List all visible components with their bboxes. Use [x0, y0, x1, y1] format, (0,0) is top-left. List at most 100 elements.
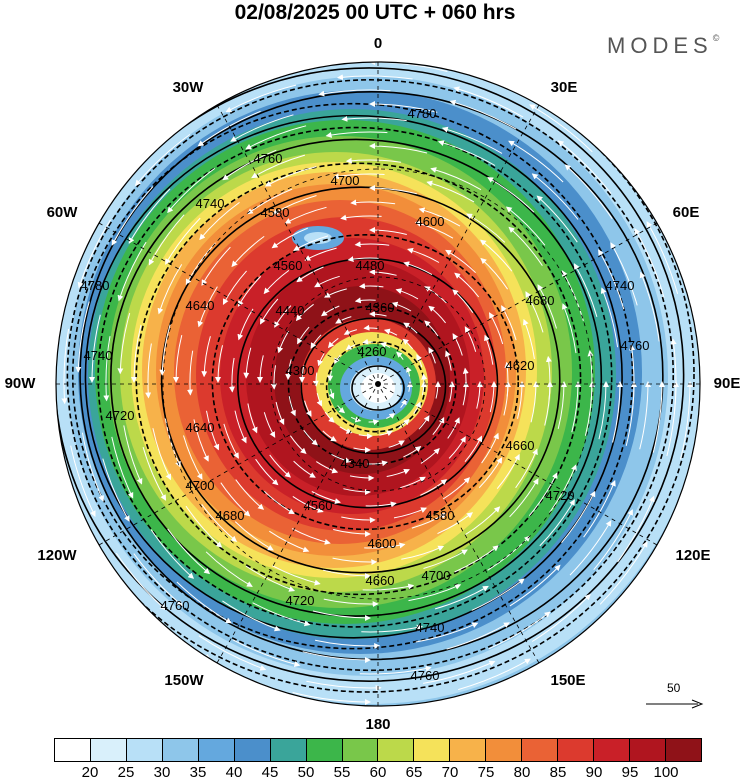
height-contour: [71, 102, 634, 650]
streamline: [245, 565, 296, 592]
colorbar-tick-label: 55: [333, 764, 351, 781]
streamline: [364, 542, 406, 549]
streamline: [362, 338, 373, 345]
streamline: [272, 195, 317, 215]
streamline: [599, 541, 648, 605]
streamline: [508, 226, 543, 266]
streamline: [452, 333, 463, 356]
contour-label: 4720: [546, 488, 575, 503]
colorbar-tick-label: 70: [441, 764, 459, 781]
colorbar-swatch: [594, 739, 630, 761]
streamline: [418, 415, 430, 430]
streamline: [150, 529, 195, 579]
streamline: [350, 199, 396, 206]
streamline: [117, 312, 131, 375]
streamline: [103, 336, 111, 402]
streamline: [285, 359, 292, 381]
streamline: [230, 114, 294, 142]
streamline: [350, 416, 362, 423]
colorbar-swatch: [378, 739, 415, 761]
streamline: [269, 530, 310, 553]
streamline: [415, 622, 479, 643]
streamline: [77, 219, 111, 289]
streamline: [270, 365, 277, 390]
streamline: [128, 188, 171, 244]
streamline: [228, 357, 235, 393]
streamline: [639, 271, 660, 342]
streamline: [509, 564, 561, 607]
contour-label: 4660: [366, 573, 395, 588]
streamline: [173, 334, 183, 383]
colorbar-swatch: [414, 739, 451, 761]
streamline: [324, 288, 347, 298]
streamline: [462, 367, 469, 393]
streamline: [341, 115, 407, 122]
streamline: [434, 585, 489, 610]
streamline: [437, 512, 473, 535]
height-contour: [135, 162, 582, 596]
streamline: [333, 529, 371, 538]
contour-label: 4720: [106, 408, 135, 423]
contour-label: 4700: [331, 173, 360, 188]
streamline: [164, 418, 181, 468]
streamline: [395, 288, 419, 300]
streamline: [312, 610, 371, 622]
streamline: [442, 477, 470, 500]
brand-mark: ©: [712, 33, 720, 43]
streamline: [302, 651, 371, 663]
streamline: [353, 447, 371, 454]
streamline: [167, 528, 211, 575]
height-contour: [56, 62, 695, 693]
streamline: [380, 342, 391, 348]
streamline: [314, 639, 381, 649]
streamline: [198, 635, 267, 671]
contour-label: 4660: [506, 438, 535, 453]
streamline: [634, 228, 665, 298]
lon-label-120e: 120E: [675, 547, 711, 564]
streamline: [652, 381, 665, 453]
streamline: [340, 214, 382, 221]
streamline: [303, 429, 319, 446]
streamline: [557, 140, 612, 194]
streamline: [480, 257, 509, 290]
streamline: [312, 372, 319, 387]
height-contour: [66, 79, 675, 672]
colorbar-swatch: [162, 739, 199, 761]
streamline: [331, 453, 352, 464]
streamline: [359, 282, 384, 289]
streamline: [343, 329, 358, 335]
streamline: [561, 303, 577, 354]
colorbar-tick-label: 20: [81, 764, 99, 781]
streamline: [234, 410, 247, 444]
streamline: [476, 381, 483, 409]
streamline: [145, 343, 152, 399]
streamline: [420, 447, 440, 464]
streamline: [292, 692, 371, 705]
streamline: [111, 186, 154, 246]
streamline: [332, 557, 378, 566]
streamline: [413, 401, 421, 414]
streamline: [424, 286, 447, 304]
streamline: [291, 528, 331, 545]
streamline: [339, 426, 353, 434]
colorbar-tick-label: 60: [369, 764, 387, 781]
streamline: [70, 445, 96, 517]
streamline: [480, 239, 513, 272]
streamline: [489, 381, 497, 413]
streamline: [598, 249, 625, 310]
colorbar-tick-label: 30: [153, 764, 171, 781]
streamline: [323, 598, 379, 608]
streamline: [231, 235, 265, 268]
streamline: [306, 680, 382, 691]
streamline: [416, 354, 423, 368]
streamline: [133, 553, 184, 607]
streamline: [428, 305, 446, 324]
streamline: [670, 338, 677, 415]
height-contour: [211, 234, 520, 531]
colorbar-swatch: [126, 739, 163, 761]
streamline: [347, 256, 379, 262]
streamline: [529, 104, 593, 153]
streamline: [206, 410, 220, 451]
streamline: [617, 495, 655, 563]
colorbar-swatch: [198, 739, 235, 761]
